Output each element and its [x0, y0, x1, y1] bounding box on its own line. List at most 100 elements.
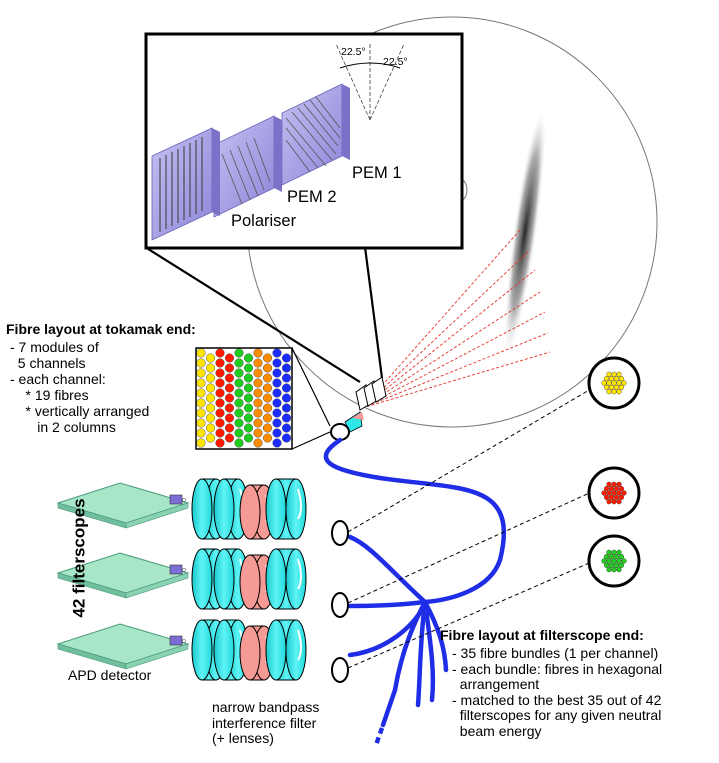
fibre-dot: [215, 408, 225, 418]
bundle-fibre-dot: [613, 494, 620, 500]
fibre-dot: [224, 433, 234, 443]
fibre-dot: [215, 428, 225, 438]
fibre-dot: [282, 363, 292, 373]
label-polariser: Polariser: [231, 212, 297, 230]
bundle-fibre-dot: [606, 490, 612, 496]
list-line: filterscopes for any given neutral: [452, 707, 662, 723]
bundle-fibre-dot: [606, 380, 612, 386]
fibre-dot: [224, 383, 234, 393]
fibre-dot: [272, 398, 282, 408]
bundle-fibre-dot: [611, 558, 617, 564]
bundle-fibre-dot: [616, 558, 622, 564]
collection-optics: [344, 376, 387, 433]
fibre-dot: [243, 423, 253, 433]
filterscope-unit: [56, 478, 307, 540]
fibre-dot: [282, 353, 292, 363]
bundle-fibre-dot: [616, 490, 622, 496]
fibre-dot: [263, 433, 273, 443]
fibre-dot: [215, 368, 225, 378]
fibre-dot: [196, 398, 206, 408]
bundle-fibre-dot: [611, 490, 617, 496]
filterscope-unit: [56, 548, 307, 610]
bundle-fibre-dot: [601, 558, 607, 564]
bundle-fibre-dot: [603, 384, 610, 390]
fibre-dot: [234, 398, 244, 408]
bundle-fibre-dot: [611, 371, 617, 377]
bundle-fibre-dot: [608, 562, 615, 568]
fibre-dot: [215, 348, 225, 358]
angle-label-right: 22.5°: [383, 56, 408, 68]
bundle-fibre-dot: [603, 554, 610, 560]
bundle-fibre-dot: [616, 481, 622, 487]
list-line: - matched to the best 35 out of 42: [452, 691, 662, 708]
list-line: - 35 fibre bundles (1 per channel): [452, 645, 659, 661]
fibre-dot: [263, 403, 273, 413]
fibre-dot: [263, 363, 273, 373]
bundle-fibre-dot: [601, 490, 607, 496]
pem2-plate: [213, 115, 282, 218]
fibre-dot: [253, 368, 263, 378]
bundle-fibre-dot: [611, 380, 617, 386]
fibre-dot: [272, 378, 282, 388]
fibre-dot: [263, 383, 273, 393]
list-line: - 7 modules of: [10, 339, 99, 355]
fibre-dot: [234, 388, 244, 398]
fibre-dot: [243, 353, 253, 363]
list-line: - each bundle: fibres in hexagonal: [452, 660, 663, 677]
fibre-dot: [282, 373, 292, 383]
angle-label-left: 22.5°: [341, 46, 366, 58]
bundle-fibre-dot: [603, 486, 610, 492]
pem1-plate: [281, 83, 350, 186]
optics-inset: [144, 32, 464, 250]
grid-pointer-line: [291, 431, 331, 450]
fibre-dot: [263, 413, 273, 423]
bundle-fibre-dot: [611, 567, 617, 573]
fibre-dot: [224, 413, 234, 423]
fibre-dot: [224, 373, 234, 383]
fibre-dot: [215, 388, 225, 398]
fibre-dot: [196, 378, 206, 388]
bundle-fibre-dot: [606, 499, 612, 505]
bundle-fibre-dot: [603, 376, 610, 382]
bundle-fibre-dot: [621, 490, 627, 496]
fibre-dot: [272, 348, 282, 358]
bundle-fibre-dot: [621, 380, 627, 386]
bundle-fibre-dot: [616, 549, 622, 555]
fibre-dot: [205, 423, 215, 433]
fibre-cable-continuation: [373, 727, 385, 746]
bundle-fibre-dot: [616, 567, 622, 573]
fibre-dot: [215, 418, 225, 428]
fibre-dot: [272, 368, 282, 378]
fibre-dot: [224, 393, 234, 403]
fibre-dot: [243, 373, 253, 383]
sightlines: [361, 229, 551, 409]
grid-pointer-line-top: [291, 347, 331, 427]
bundle-fibre-dot: [603, 494, 610, 500]
bundle-fibre-dot: [606, 371, 612, 377]
bundle-fibre-dot: [608, 384, 615, 390]
fibre-end-ring-tokamak: [330, 423, 350, 441]
list-line: beam energy: [452, 722, 542, 739]
plasma-beam-glow: [503, 105, 547, 359]
fibre-dot: [196, 348, 206, 358]
bundle-fibre-dot: [613, 554, 620, 560]
bundle-fibre-dot: [606, 549, 612, 555]
fibre-dot: [205, 403, 215, 413]
bundle-fibre-dot: [616, 499, 622, 505]
fibre-cable: [323, 437, 507, 728]
fibre-dot: [263, 423, 273, 433]
fibre-dot: [224, 353, 234, 363]
fibre-dot: [263, 393, 273, 403]
fibre-dot: [282, 423, 292, 433]
fibre-dot: [253, 358, 263, 368]
fibre-dot: [282, 403, 292, 413]
zoom-lines: [144, 246, 384, 383]
list-line: (+ lenses): [212, 730, 274, 746]
bundle-fibre-dot: [606, 558, 612, 564]
bundle-fibre-dot: [608, 486, 615, 492]
list-line: * vertically arranged: [10, 403, 150, 419]
fibre-dot: [205, 413, 215, 423]
tokamak-layout-title: Fibre layout at tokamak end:: [6, 321, 196, 337]
fibre-dot: [272, 428, 282, 438]
fibre-dot: [205, 393, 215, 403]
